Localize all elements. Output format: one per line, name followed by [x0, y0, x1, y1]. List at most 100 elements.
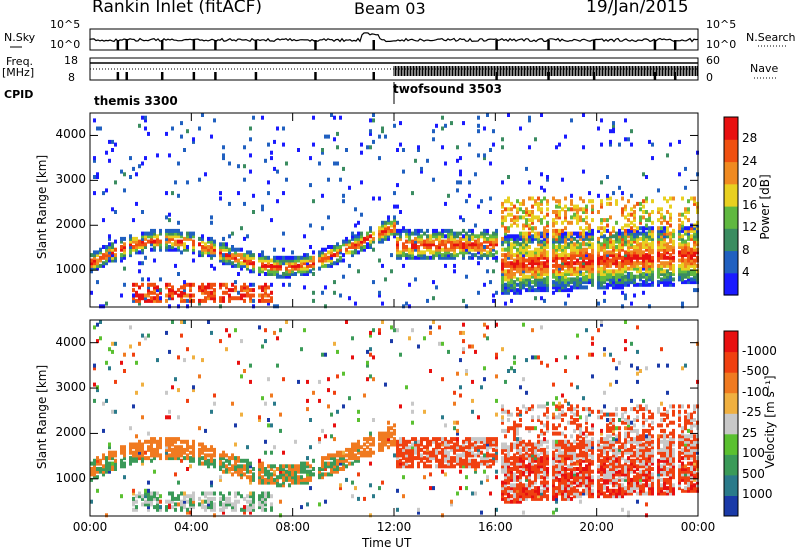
heatmap-cell: [336, 145, 339, 150]
heatmap-cell: [207, 285, 210, 290]
heatmap-cell: [336, 161, 339, 166]
heatmap-cell: [657, 250, 660, 255]
heatmap-cell: [135, 247, 138, 252]
heatmap-cell: [597, 247, 600, 252]
heatmap-cell: [147, 494, 150, 499]
heatmap-cell: [504, 483, 507, 488]
heatmap-cell: [171, 456, 174, 461]
heatmap-cell: [555, 445, 558, 450]
heatmap-cell: [564, 226, 567, 231]
heatmap-cell: [168, 212, 171, 217]
heatmap-cell: [597, 280, 600, 285]
heatmap-cell: [204, 428, 207, 433]
heatmap-cell: [249, 293, 252, 298]
heatmap-cell: [546, 409, 549, 414]
heatmap-cell: [378, 328, 381, 333]
heatmap-cell: [288, 469, 291, 474]
heatmap-cell: [426, 464, 429, 469]
heatmap-cell: [354, 456, 357, 461]
heatmap-cell: [120, 494, 123, 499]
heatmap-cell: [489, 442, 492, 447]
heatmap-cell: [543, 236, 546, 241]
heatmap-cell: [228, 469, 231, 474]
heatmap-cell: [603, 255, 606, 260]
heatmap-cell: [168, 228, 171, 233]
heatmap-cell: [516, 223, 519, 228]
heatmap-cell: [651, 210, 654, 214]
heatmap-cell: [600, 231, 603, 236]
heatmap-cell: [222, 247, 225, 252]
heatmap-cell: [459, 156, 462, 161]
heatmap-cell: [588, 234, 591, 239]
heatmap-cell: [540, 218, 543, 223]
heatmap-cell: [105, 360, 108, 365]
heatmap-cell: [414, 158, 417, 163]
heatmap-cell: [132, 288, 135, 293]
heatmap-cell: [609, 196, 612, 201]
heatmap-cell: [519, 491, 522, 496]
heatmap-cell: [156, 358, 159, 363]
heatmap-cell: [90, 258, 93, 263]
heatmap-cell: [567, 494, 570, 499]
heatmap-cell: [483, 228, 486, 233]
heatmap-cell: [228, 258, 231, 263]
heatmap-cell: [552, 269, 555, 274]
heatmap-cell: [135, 201, 138, 206]
heatmap-cell: [657, 234, 660, 239]
heatmap-cell: [180, 234, 183, 239]
heatmap-cell: [513, 288, 516, 293]
heatmap-cell: [453, 464, 456, 469]
heatmap-cell: [396, 239, 399, 244]
heatmap-cell: [180, 499, 183, 504]
heatmap-cell: [435, 464, 438, 469]
heatmap-cell: [534, 445, 537, 450]
heatmap-cell: [582, 199, 585, 204]
heatmap-cell: [519, 450, 522, 455]
heatmap-cell: [603, 290, 606, 295]
heatmap-cell: [306, 379, 309, 384]
heatmap-cell: [552, 467, 555, 471]
heatmap-cell: [171, 442, 174, 447]
heatmap-cell: [402, 461, 405, 466]
heatmap-cell: [306, 261, 309, 266]
heatmap-cell: [597, 250, 600, 255]
heatmap-cell: [267, 269, 270, 274]
heatmap-cell: [510, 467, 513, 471]
heatmap-cell: [144, 491, 147, 496]
heatmap-cell: [261, 502, 264, 507]
heatmap-cell: [504, 285, 507, 290]
heatmap-cell: [543, 242, 546, 247]
heatmap-cell: [651, 250, 654, 255]
heatmap-cell: [168, 349, 171, 354]
heatmap-cell: [684, 269, 687, 274]
heatmap-cell: [669, 218, 672, 223]
heatmap-cell: [603, 285, 606, 290]
heatmap-cell: [576, 274, 579, 279]
heatmap-cell: [465, 371, 468, 376]
heatmap-cell: [471, 442, 474, 447]
heatmap-cell: [531, 442, 534, 447]
heatmap-cell: [429, 247, 432, 252]
heatmap-cell: [693, 261, 696, 266]
heatmap-cell: [150, 236, 153, 241]
heatmap-cell: [462, 298, 465, 303]
heatmap-cell: [438, 239, 441, 244]
heatmap-cell: [501, 137, 504, 142]
heatmap-cell: [552, 282, 555, 287]
heatmap-cell: [105, 467, 108, 471]
heatmap-cell: [219, 191, 222, 196]
heatmap-cell: [612, 277, 615, 282]
heatmap-cell: [663, 253, 666, 258]
heatmap-cell: [537, 201, 540, 206]
heatmap-cell: [228, 255, 231, 260]
heatmap-cell: [222, 145, 225, 150]
heatmap-cell: [141, 447, 144, 452]
heatmap-cell: [633, 215, 636, 220]
heatmap-cell: [612, 191, 615, 196]
heatmap-cell: [564, 258, 567, 263]
heatmap-cell: [135, 445, 138, 450]
heatmap-cell: [606, 201, 609, 206]
heatmap-cell: [462, 445, 465, 450]
heatmap-cell: [237, 464, 240, 469]
heatmap-cell: [501, 215, 504, 220]
